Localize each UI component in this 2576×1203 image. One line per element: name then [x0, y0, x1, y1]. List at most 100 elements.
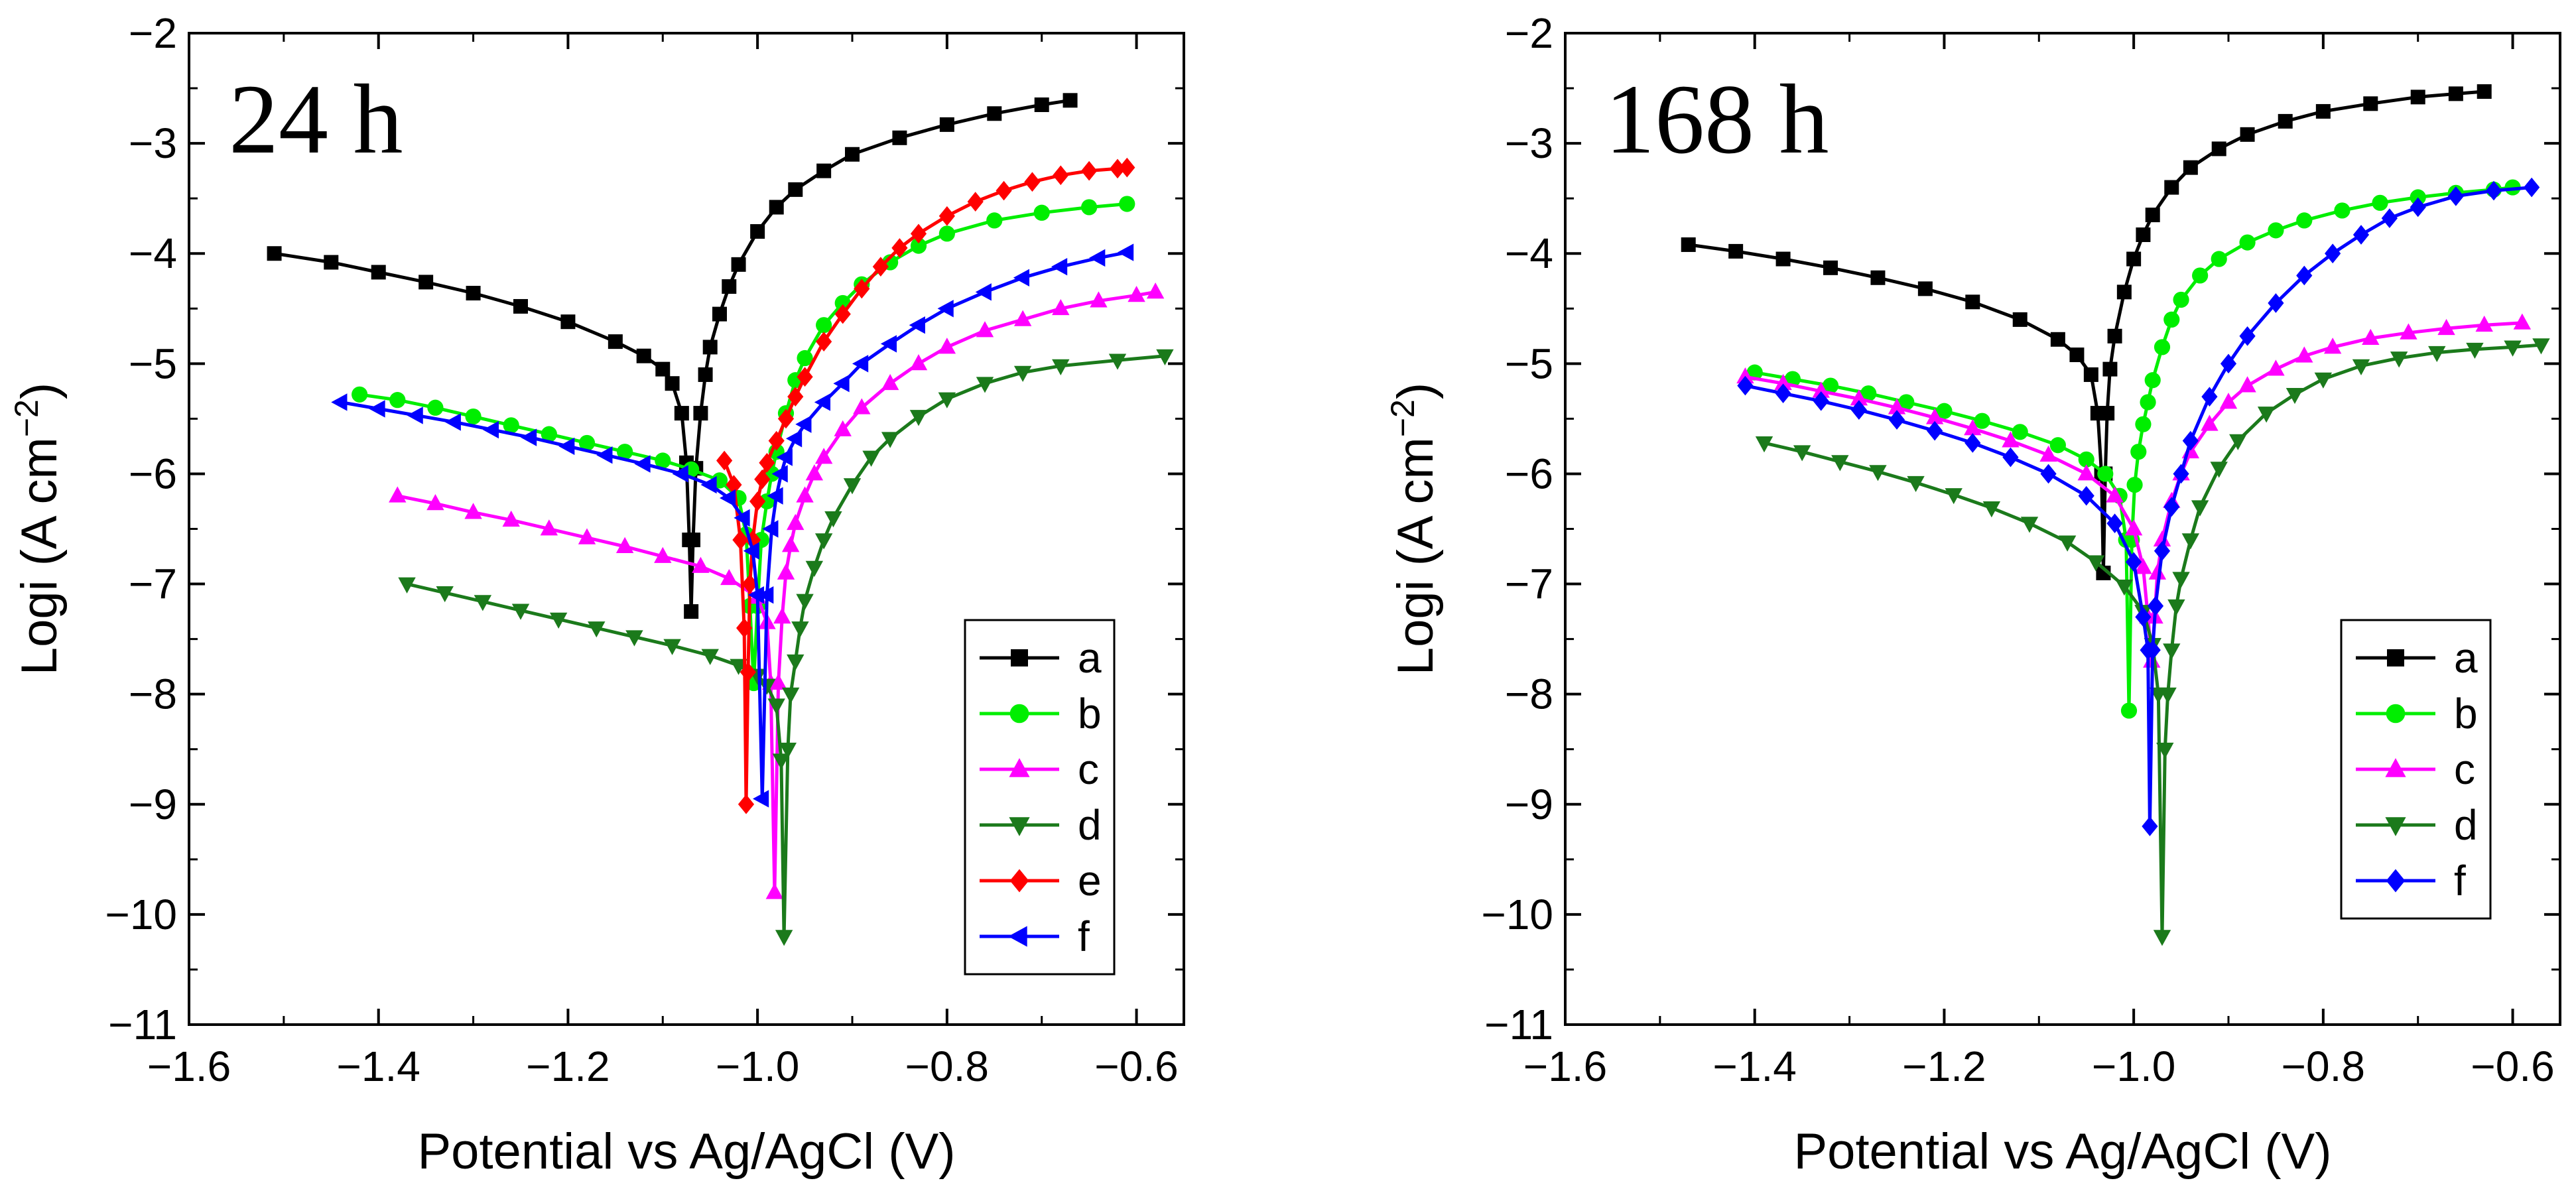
y-tick-label: −10 — [105, 891, 177, 938]
data-point-f — [2078, 485, 2094, 506]
data-point-d — [1156, 349, 1174, 366]
data-point-d — [1945, 488, 1963, 505]
data-point-d — [2229, 434, 2247, 450]
data-point-e — [910, 223, 927, 244]
series-line-a — [274, 98, 1070, 613]
data-point-a — [2102, 361, 2118, 377]
data-point-e — [1024, 172, 1041, 192]
data-point-a — [788, 182, 803, 197]
data-point-d — [787, 654, 805, 671]
data-point-c — [2106, 486, 2124, 503]
legend-marker — [1009, 758, 1030, 777]
data-point-a — [2145, 208, 2160, 223]
x-tick-label: −1.4 — [337, 1043, 420, 1090]
data-point-d — [2156, 742, 2174, 759]
data-point-c — [909, 354, 928, 371]
legend-label: a — [1078, 634, 1102, 682]
data-point-a — [1034, 97, 1049, 112]
data-point-c — [1127, 286, 1145, 302]
data-point-b — [389, 392, 406, 409]
panel-label: 24 h — [229, 64, 403, 174]
x-tick-label: −0.8 — [2282, 1043, 2365, 1090]
y-axis-label-main: Logi (A cm — [1387, 437, 1444, 675]
data-point-b — [2163, 311, 2180, 328]
data-point-a — [2240, 127, 2255, 142]
y-tick-label: −8 — [129, 670, 177, 718]
data-point-c — [2513, 313, 2532, 330]
data-point-e — [741, 574, 758, 594]
data-point-a — [560, 314, 576, 330]
data-point-d — [1831, 455, 1849, 472]
data-point-d — [2210, 462, 2228, 478]
y-tick-label: −2 — [1505, 9, 1553, 57]
data-point-e — [854, 279, 870, 299]
legend-item-d: d — [980, 801, 1102, 849]
data-point-d — [2020, 517, 2039, 533]
data-point-c — [1013, 310, 1032, 326]
series-layer — [1681, 84, 2550, 946]
data-point-d — [805, 560, 824, 577]
data-point-d — [2390, 351, 2408, 368]
data-point-c — [2400, 323, 2417, 340]
legend-marker — [2385, 817, 2406, 836]
data-point-a — [845, 147, 860, 162]
x-tick-label: −0.6 — [2471, 1043, 2554, 1090]
data-point-a — [2126, 251, 2142, 267]
legend-marker — [1009, 817, 1030, 836]
data-point-a — [731, 257, 746, 272]
data-point-e — [716, 450, 733, 471]
data-point-b — [2144, 372, 2161, 389]
data-point-d — [549, 612, 568, 629]
data-point-f — [1850, 400, 1867, 420]
data-point-e — [749, 491, 766, 511]
legend-item-b: b — [2356, 690, 2478, 737]
data-point-f — [814, 393, 831, 411]
data-point-d — [767, 698, 785, 715]
data-point-b — [617, 444, 633, 460]
data-point-f — [2142, 816, 2158, 836]
x-tick-label: −1.0 — [716, 1043, 799, 1090]
data-point-f — [2325, 243, 2341, 264]
data-point-d — [862, 450, 880, 467]
data-point-b — [2120, 702, 2138, 719]
legend-label: d — [2454, 801, 2478, 849]
data-point-e — [1081, 160, 1098, 181]
legend-marker — [2386, 704, 2406, 724]
legend-item-a: a — [2356, 634, 2478, 682]
data-point-f — [2524, 177, 2540, 198]
data-point-c — [2077, 464, 2095, 481]
legend-label: b — [1078, 690, 1102, 737]
legend-label: a — [2454, 634, 2478, 682]
data-point-c — [2362, 328, 2380, 346]
x-tick-label: −1.2 — [1902, 1043, 1986, 1090]
legend-marker — [1009, 704, 1029, 724]
data-point-c — [2039, 445, 2057, 462]
data-point-b — [1081, 199, 1098, 216]
data-point-d — [796, 594, 814, 610]
y-tick-label: −6 — [1505, 450, 1553, 497]
data-point-a — [693, 406, 708, 421]
legend-item-f: f — [2356, 857, 2466, 905]
data-point-d — [2163, 643, 2181, 660]
data-point-a — [1917, 281, 1933, 296]
series-b — [1746, 179, 2521, 719]
data-point-f — [596, 446, 613, 464]
data-point-d — [625, 630, 643, 647]
data-point-b — [1974, 412, 1990, 429]
data-point-a — [267, 246, 282, 261]
data-point-b — [816, 317, 832, 334]
data-point-f — [2040, 464, 2057, 484]
data-point-a — [816, 163, 832, 178]
data-point-f — [776, 448, 793, 466]
data-point-f — [1964, 433, 1981, 453]
data-point-b — [541, 426, 557, 442]
data-point-d — [1907, 475, 1925, 493]
data-point-b — [2130, 444, 2147, 460]
data-point-e — [738, 794, 755, 814]
legend-label: c — [1078, 745, 1099, 793]
data-point-c — [2437, 318, 2455, 336]
data-point-f — [2173, 464, 2189, 484]
data-point-c — [2153, 530, 2171, 547]
data-point-d — [2286, 387, 2304, 405]
